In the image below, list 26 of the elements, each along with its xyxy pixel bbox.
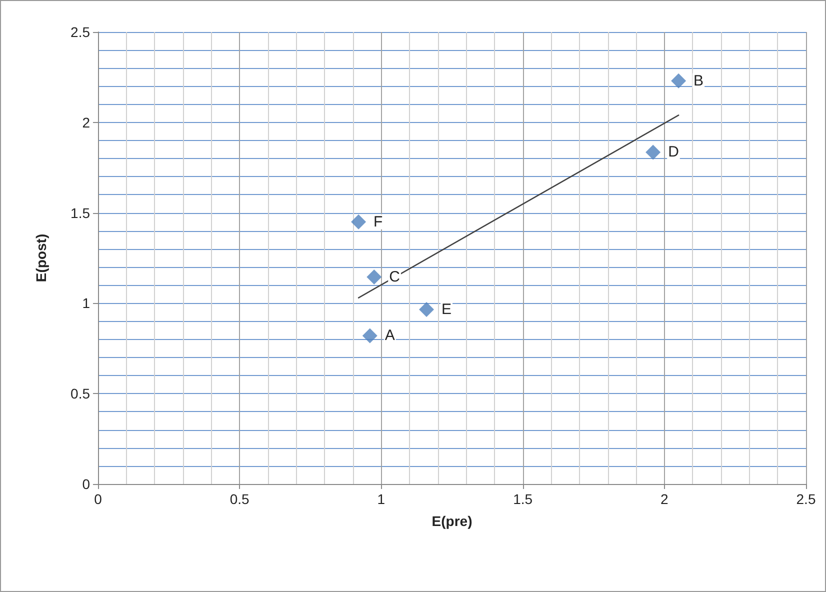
x-tick-label: 0.5 xyxy=(230,491,250,507)
point xyxy=(646,144,661,160)
y-tick-label: 0.5 xyxy=(70,386,90,402)
point xyxy=(366,269,382,284)
x-tick-label: 0 xyxy=(94,491,102,507)
annotation: B xyxy=(694,72,704,90)
y-axis-title: E(post) xyxy=(33,234,49,282)
y-tick-label: 2.5 xyxy=(70,24,90,40)
point xyxy=(351,214,366,230)
annotation: E xyxy=(442,301,452,318)
point xyxy=(671,73,686,88)
y-tick-label: 0 xyxy=(82,476,90,492)
x-tick-label: 2 xyxy=(660,491,668,507)
y-tick-label: 1 xyxy=(82,295,90,312)
point xyxy=(362,328,378,344)
point xyxy=(419,302,434,318)
x-tick-label: 1 xyxy=(377,491,386,507)
annotation: C xyxy=(389,268,400,286)
annotation: A xyxy=(384,327,395,344)
annotation: D xyxy=(668,144,680,161)
x-axis-title: E(pre) xyxy=(432,513,472,529)
x-tick-label: 1.5 xyxy=(513,491,533,507)
y-tick-label: 2 xyxy=(82,114,90,130)
y-tick-label: 1.5 xyxy=(70,204,90,221)
annotation: F xyxy=(374,213,383,230)
x-tick-label: 2.5 xyxy=(796,491,816,507)
